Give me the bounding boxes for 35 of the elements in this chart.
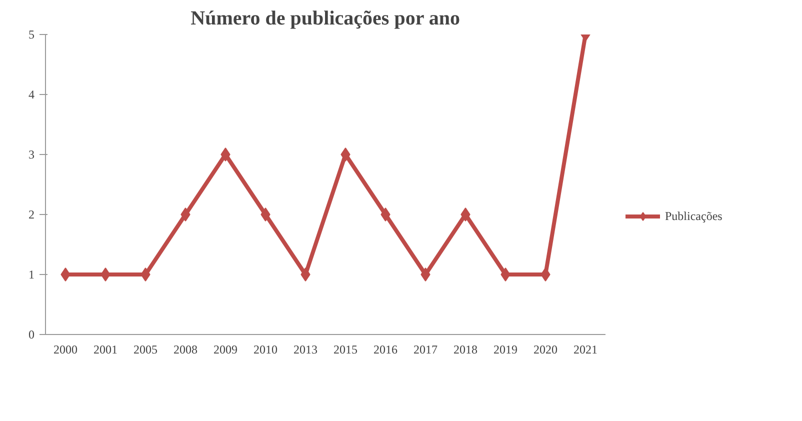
y-tick-label: 4 <box>28 88 34 102</box>
point <box>340 148 350 162</box>
x-tick-label: 2020 <box>534 342 558 356</box>
point <box>100 268 110 282</box>
x-tick-label: 2013 <box>294 342 318 356</box>
x-tick-label: 2016 <box>374 342 398 356</box>
x-tick-label: 2008 <box>174 342 198 356</box>
y-tick-label: 2 <box>28 208 34 222</box>
point <box>180 208 190 222</box>
chart-title: Número de publicações por ano <box>190 8 460 30</box>
y-tick-label: 1 <box>28 268 34 282</box>
x-tick-label: 2017 <box>414 342 438 356</box>
x-tick-label: 2018 <box>454 342 478 356</box>
legend-label: Publicações <box>665 208 722 224</box>
point <box>540 268 550 282</box>
point <box>220 148 230 162</box>
point <box>420 268 430 282</box>
point <box>500 268 510 282</box>
point <box>460 208 470 222</box>
point <box>140 268 150 282</box>
x-tick-label: 2001 <box>94 342 118 356</box>
y-tick-label: 3 <box>28 148 34 162</box>
x-tick-label: 2010 <box>254 342 278 356</box>
point <box>380 208 390 222</box>
x-tick-label: 2009 <box>214 342 238 356</box>
x-tick-label: 2021 <box>574 342 598 356</box>
point <box>260 208 270 222</box>
x-tick-label: 2015 <box>334 342 358 356</box>
y-tick-label: 5 <box>28 28 34 42</box>
point <box>300 268 310 282</box>
y-tick-label: 0 <box>28 328 34 342</box>
x-tick-label: 2005 <box>134 342 158 356</box>
x-tick-label: 2000 <box>54 342 78 356</box>
x-tick-label: 2019 <box>494 342 518 356</box>
point <box>60 268 70 282</box>
